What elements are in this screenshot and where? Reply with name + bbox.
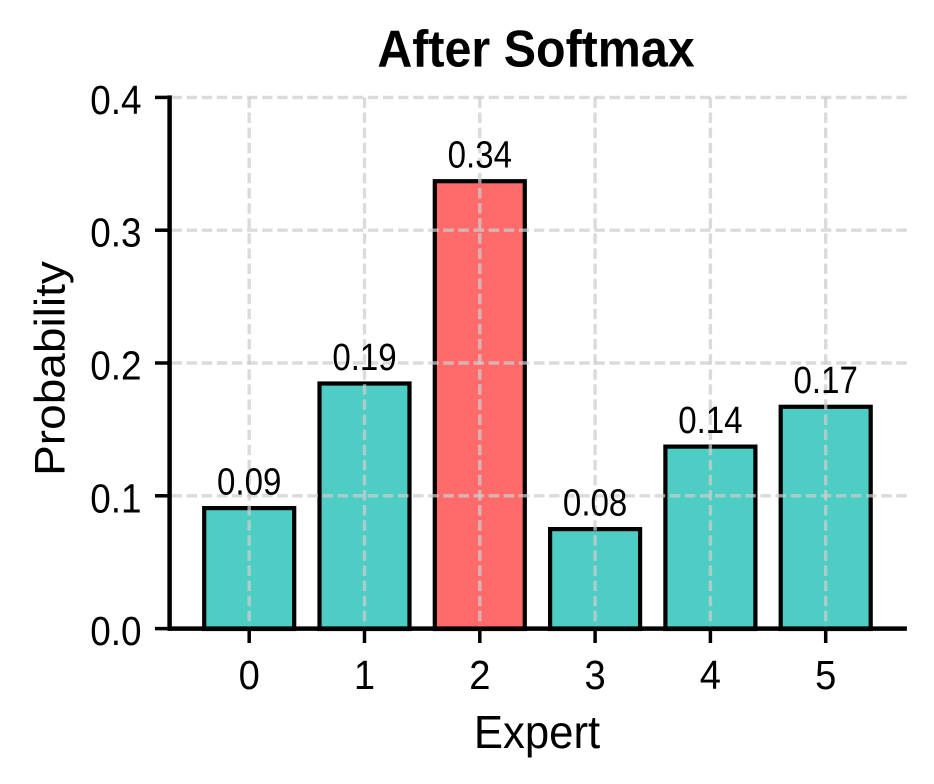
svg-text:0.19: 0.19 (332, 336, 396, 379)
svg-text:0.17: 0.17 (794, 359, 858, 402)
svg-text:Probability: Probability (27, 260, 74, 476)
svg-text:3: 3 (584, 653, 605, 699)
svg-text:0.0: 0.0 (90, 609, 141, 654)
svg-text:0.09: 0.09 (217, 460, 281, 503)
svg-text:5: 5 (815, 653, 836, 699)
svg-text:0.14: 0.14 (678, 399, 742, 442)
svg-text:0: 0 (239, 653, 260, 699)
svg-text:Expert: Expert (474, 706, 601, 758)
svg-text:1: 1 (354, 653, 375, 699)
svg-text:0.2: 0.2 (90, 344, 141, 389)
svg-text:0.08: 0.08 (563, 481, 627, 524)
svg-text:2: 2 (469, 653, 490, 699)
svg-text:0.34: 0.34 (448, 133, 512, 176)
svg-text:After Softmax: After Softmax (377, 20, 695, 78)
svg-text:0.1: 0.1 (90, 477, 141, 522)
svg-text:4: 4 (700, 653, 721, 699)
svg-text:0.4: 0.4 (90, 78, 141, 123)
svg-text:0.3: 0.3 (90, 211, 141, 256)
